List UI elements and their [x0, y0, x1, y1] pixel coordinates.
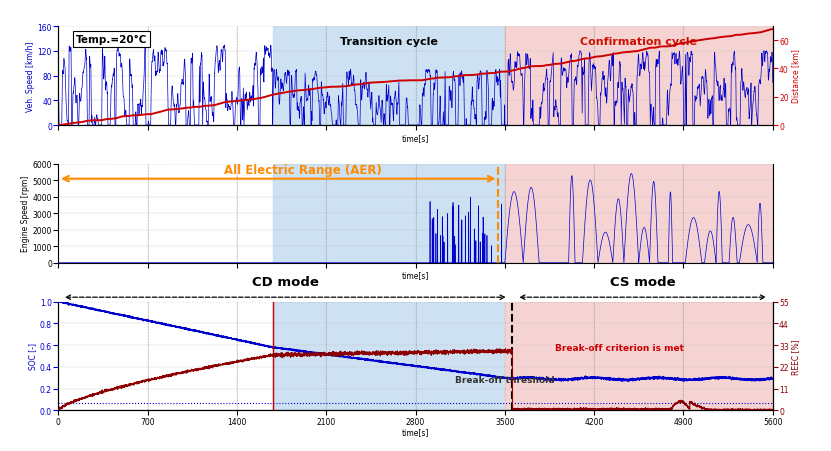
Y-axis label: Veh. Speed [km/h]: Veh. Speed [km/h]: [26, 41, 35, 111]
Text: CD mode: CD mode: [252, 276, 319, 289]
Bar: [505, 165, 773, 263]
Text: Temp.=20°C: Temp.=20°C: [76, 35, 147, 45]
Y-axis label: Distance [km]: Distance [km]: [792, 50, 800, 103]
Text: All Electric Range (AER): All Electric Range (AER): [224, 164, 382, 177]
Text: Break-off criterion is met: Break-off criterion is met: [555, 344, 684, 353]
Y-axis label: REEC [%]: REEC [%]: [792, 338, 800, 374]
Bar: [505, 302, 773, 410]
Text: Break-off threshold: Break-off threshold: [455, 375, 554, 384]
Text: CS mode: CS mode: [610, 276, 676, 289]
Bar: [505, 27, 773, 126]
X-axis label: time[s]: time[s]: [402, 133, 429, 143]
X-axis label: time[s]: time[s]: [402, 427, 429, 436]
Y-axis label: Engine Speed [rpm]: Engine Speed [rpm]: [21, 176, 30, 252]
Bar: [273, 165, 505, 263]
Bar: [273, 302, 505, 410]
X-axis label: time[s]: time[s]: [402, 271, 429, 280]
Text: Transition cycle: Transition cycle: [340, 37, 438, 47]
Y-axis label: SOC [-]: SOC [-]: [28, 343, 37, 370]
Bar: [273, 27, 505, 126]
Text: Confirmation cycle: Confirmation cycle: [580, 37, 697, 47]
